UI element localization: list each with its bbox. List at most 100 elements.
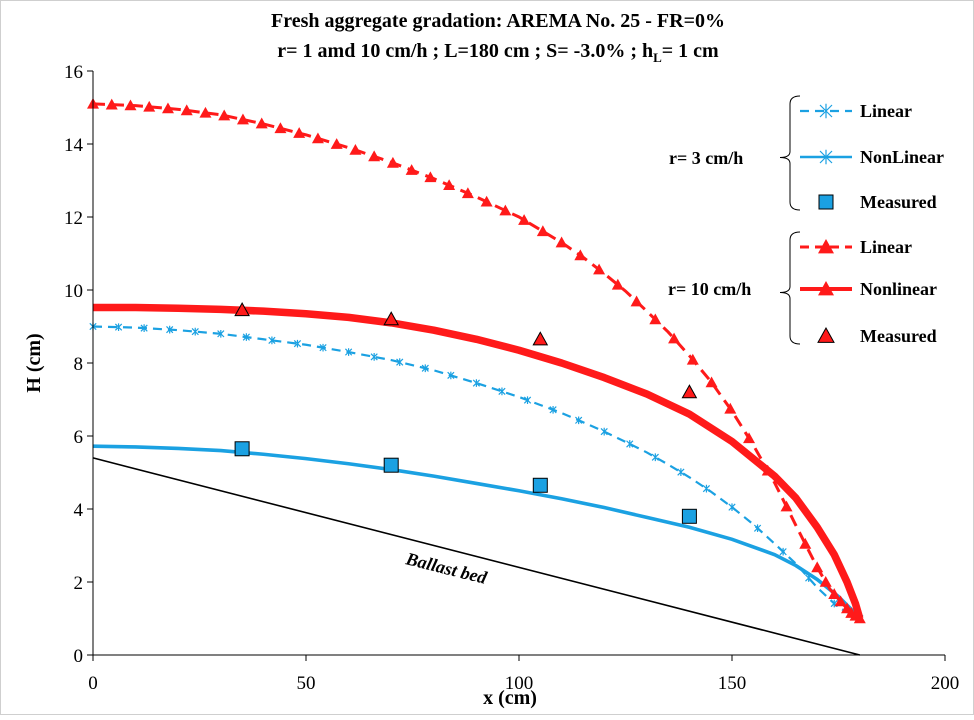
point-marker (575, 416, 583, 425)
series-line (92, 325, 861, 620)
point-marker (255, 117, 268, 129)
point-marker (523, 396, 532, 404)
y-tick-label: 12 (64, 208, 83, 229)
y-tick-label: 6 (74, 427, 84, 448)
point-marker (728, 503, 736, 512)
axes: 0 2 4 6 8 10 12 14 16 0 50 100 150 200 (64, 62, 959, 694)
point-marker (368, 150, 381, 162)
point-marker (191, 327, 199, 336)
legend-group-label: r= 3 cm/h (669, 148, 743, 168)
point-marker (319, 343, 327, 352)
point-marker (472, 379, 481, 387)
y-tick-label: 10 (64, 281, 83, 302)
point-marker (799, 537, 812, 549)
y-tick-label: 0 (74, 646, 84, 667)
series-4 (93, 303, 864, 620)
point-marker (344, 348, 353, 356)
point-marker (124, 99, 137, 111)
x-tick-label: 200 (931, 673, 960, 694)
point-marker (819, 576, 832, 587)
point-marker (443, 179, 456, 191)
point-marker (611, 278, 624, 290)
point-marker (593, 263, 606, 275)
point-marker (705, 376, 718, 388)
legend-entry-label: Nonlinear (860, 279, 937, 299)
legend-entry: NonLinear (800, 147, 944, 167)
point-marker (834, 595, 847, 607)
x-marker-icon (819, 149, 833, 165)
point-marker (532, 331, 549, 346)
point-marker (293, 127, 306, 138)
chart-title-line2: r= 1 amd 10 cm/h ; L=180 cm ; S= -3.0% ;… (277, 40, 719, 65)
x-tick-label: 0 (88, 673, 98, 694)
legend: r= 3 cm/h Linear NonLinear Measured r= 10 cm… (668, 95, 944, 346)
x-tick-label: 50 (297, 673, 316, 694)
legend-entry-label: NonLinear (860, 147, 944, 167)
y-tick-label: 14 (64, 135, 84, 156)
series-3 (87, 97, 866, 624)
point-marker (447, 371, 455, 380)
point-marker (105, 98, 118, 110)
point-marker (383, 457, 399, 473)
point-marker (600, 427, 608, 436)
triangle-marker-icon (817, 326, 835, 343)
point-marker (811, 561, 824, 573)
point-marker (383, 311, 400, 326)
point-marker (166, 325, 174, 334)
point-marker (780, 500, 793, 512)
point-marker (532, 477, 548, 493)
series-0 (89, 322, 864, 623)
triangle-marker-icon (818, 281, 834, 296)
title-line2-tail: = 1 cm (662, 40, 719, 62)
point-marker (370, 353, 378, 361)
point-marker (630, 295, 643, 307)
point-marker (555, 236, 568, 248)
legend-brace (779, 231, 801, 345)
chart-title-line1: Fresh aggregate gradation: AREMA No. 25 … (271, 10, 725, 32)
legend-brace (779, 95, 801, 211)
point-marker (234, 441, 250, 457)
y-tick-label: 4 (74, 500, 84, 521)
point-marker (549, 405, 557, 414)
point-marker (349, 143, 362, 155)
point-marker (574, 249, 587, 261)
point-marker (234, 302, 250, 317)
point-marker (649, 313, 662, 325)
legend-entry-label: Linear (860, 101, 912, 121)
legend-entry-label: Linear (860, 237, 912, 257)
point-marker (396, 358, 404, 366)
series-5 (234, 302, 698, 399)
point-marker (686, 353, 699, 365)
point-marker (681, 508, 697, 524)
legend-entry: Measured (817, 326, 937, 346)
legend-entry: Measured (818, 192, 937, 212)
legend-entry-label: Measured (860, 326, 937, 346)
point-marker (217, 329, 225, 338)
point-marker (424, 171, 437, 183)
legend-entry: Nonlinear (800, 279, 937, 299)
series-line (92, 102, 861, 620)
point-marker (421, 364, 429, 373)
legend-entry: Linear (800, 237, 912, 257)
y-tick-label: 16 (64, 62, 83, 83)
legend-entry-label: Measured (860, 192, 937, 212)
point-marker (724, 402, 737, 414)
point-marker (114, 323, 123, 331)
point-marker (743, 432, 756, 444)
point-marker (268, 336, 276, 345)
point-marker (218, 109, 231, 121)
point-marker (274, 122, 287, 134)
point-marker (480, 195, 493, 207)
point-marker (536, 225, 549, 237)
point-marker (242, 333, 250, 341)
point-marker (143, 100, 156, 112)
legend-group-label: r= 10 cm/h (668, 279, 751, 299)
point-marker (330, 138, 343, 149)
title-line2-main: r= 1 amd 10 cm/h ; L=180 cm ; S= -3.0% ;… (277, 40, 653, 62)
point-marker (681, 384, 698, 399)
ballast-bed-line (92, 457, 860, 656)
point-marker (753, 524, 762, 533)
x-tick-label: 100 (505, 673, 534, 694)
